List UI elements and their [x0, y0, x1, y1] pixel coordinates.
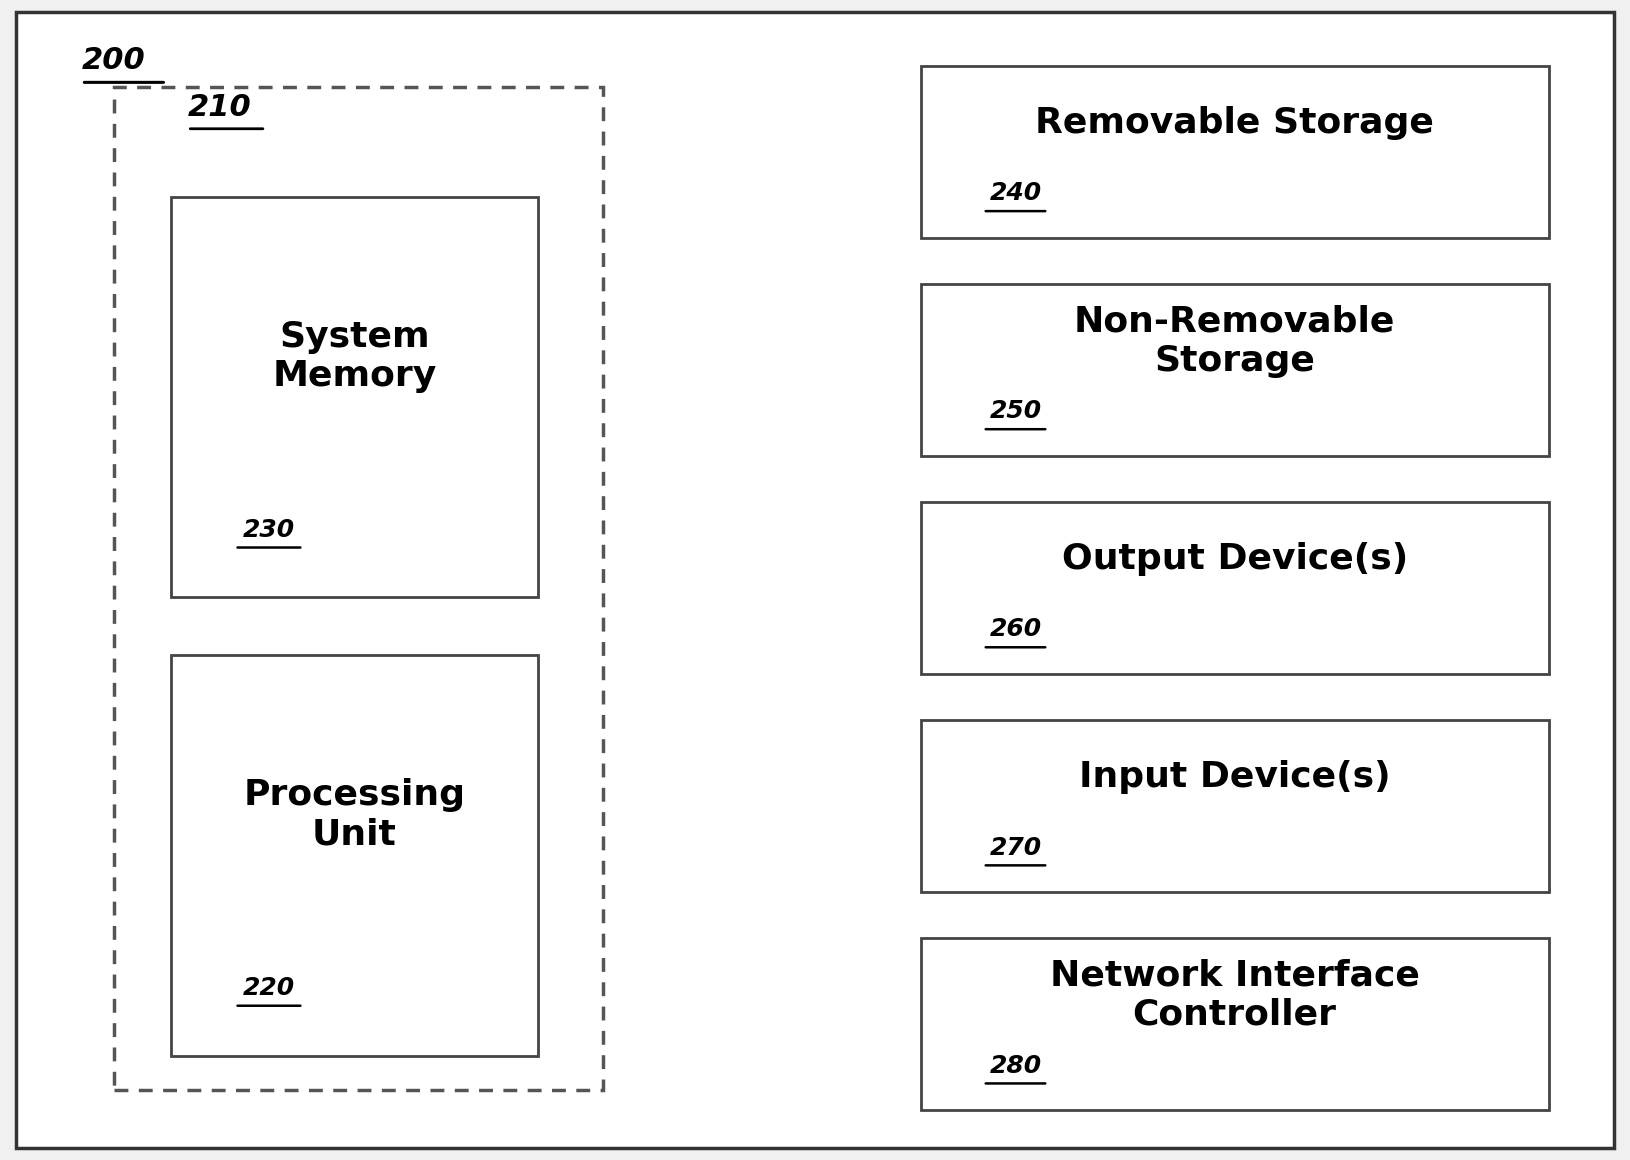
- Text: 280: 280: [989, 1053, 1042, 1078]
- Text: Network Interface
Controller: Network Interface Controller: [1050, 958, 1420, 1032]
- Text: 200: 200: [82, 46, 145, 75]
- FancyBboxPatch shape: [171, 197, 538, 597]
- Text: 260: 260: [989, 617, 1042, 641]
- FancyBboxPatch shape: [921, 284, 1548, 456]
- FancyBboxPatch shape: [114, 87, 603, 1090]
- Text: Processing
Unit: Processing Unit: [243, 778, 466, 851]
- FancyBboxPatch shape: [16, 12, 1614, 1148]
- Text: 210: 210: [187, 93, 251, 122]
- Text: Output Device(s): Output Device(s): [1061, 542, 1408, 577]
- Text: Removable Storage: Removable Storage: [1035, 106, 1434, 140]
- Text: 240: 240: [989, 181, 1042, 205]
- FancyBboxPatch shape: [921, 502, 1548, 674]
- Text: Input Device(s): Input Device(s): [1079, 760, 1390, 795]
- Text: 220: 220: [243, 976, 295, 1000]
- Text: 250: 250: [989, 399, 1042, 423]
- Text: 270: 270: [989, 835, 1042, 860]
- Text: System
Memory: System Memory: [272, 320, 437, 393]
- FancyBboxPatch shape: [171, 655, 538, 1056]
- Text: Non-Removable
Storage: Non-Removable Storage: [1074, 304, 1395, 378]
- FancyBboxPatch shape: [921, 66, 1548, 238]
- Text: 230: 230: [243, 517, 295, 542]
- FancyBboxPatch shape: [921, 720, 1548, 892]
- FancyBboxPatch shape: [921, 938, 1548, 1110]
